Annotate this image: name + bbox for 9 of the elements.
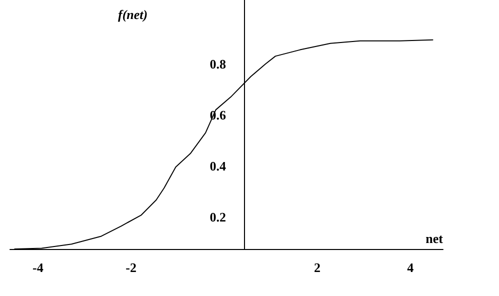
x-tick-label: 2 (314, 260, 321, 275)
x-tick-label: -4 (32, 260, 44, 275)
y-axis-title: f(net) (118, 7, 148, 22)
y-tick-label: 0.8 (210, 56, 227, 72)
x-axis-title: net (426, 231, 444, 246)
y-tick-label: 0.4 (210, 158, 227, 174)
x-tick-label: -2 (126, 260, 136, 275)
y-tick-label: 0.2 (210, 210, 226, 225)
x-tick-label: 4 (407, 260, 414, 275)
